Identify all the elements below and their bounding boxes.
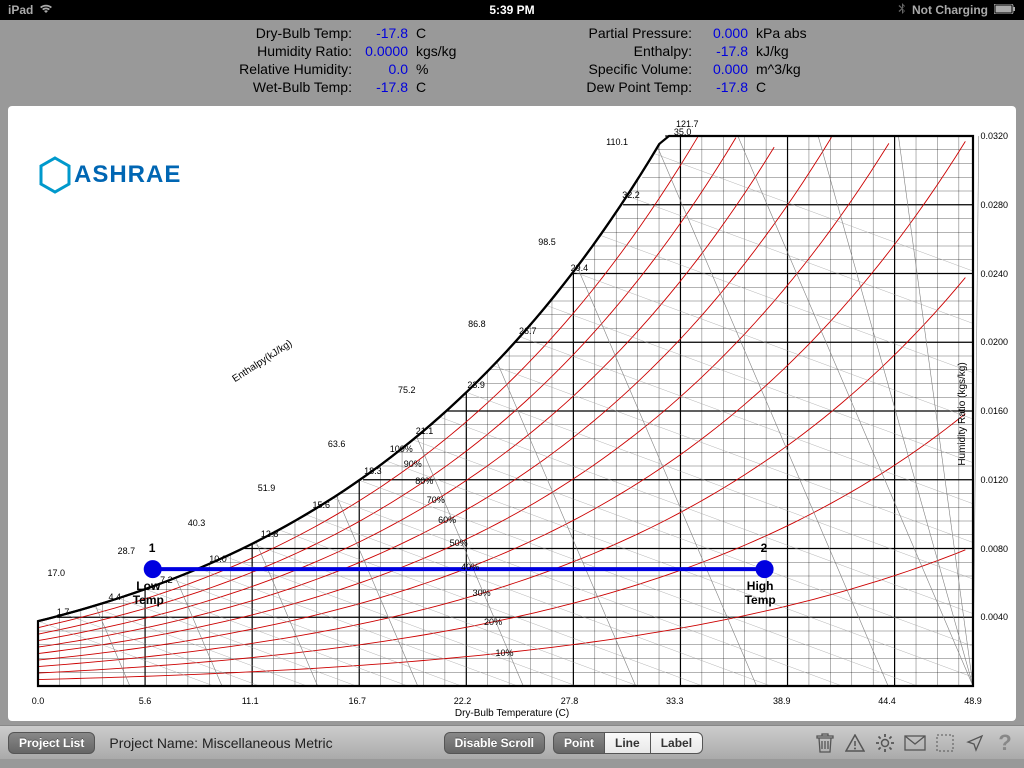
disable-scroll-button[interactable]: Disable Scroll: [444, 732, 545, 754]
seg-point[interactable]: Point: [553, 732, 604, 754]
property-row: Humidity Ratio:0.0000kgs/kg: [202, 42, 482, 60]
property-row: Dew Point Temp:-17.8C: [542, 78, 822, 96]
x-axis-label: Dry-Bulb Temperature (C): [455, 708, 569, 719]
status-bar: iPad 5:39 PM Not Charging: [0, 0, 1024, 20]
chart-point-label[interactable]: HighTemp: [745, 579, 776, 607]
help-icon[interactable]: ?: [994, 732, 1016, 754]
selection-icon[interactable]: [934, 732, 956, 754]
psychrometric-chart[interactable]: ASHRAE Dry-Bulb Temperature (C) Humidity…: [8, 106, 1016, 721]
y-axis-label: Humidity Ratio (kgs/kg): [957, 362, 968, 465]
ashrae-logo: ASHRAE: [38, 156, 181, 194]
charging-label: Not Charging: [912, 3, 988, 17]
pointer-icon[interactable]: [964, 732, 986, 754]
chart-point-label[interactable]: LowTemp: [133, 579, 164, 607]
project-name-label: Project Name: Miscellaneous Metric: [109, 735, 332, 751]
battery-icon: [994, 3, 1016, 17]
bluetooth-icon: [898, 3, 906, 18]
wifi-icon: [39, 3, 53, 17]
properties-header: Dry-Bulb Temp:-17.8CHumidity Ratio:0.000…: [0, 20, 1024, 102]
bottom-toolbar: Project List Project Name: Miscellaneous…: [0, 725, 1024, 759]
gear-icon[interactable]: [874, 732, 896, 754]
property-row: Wet-Bulb Temp:-17.8C: [202, 78, 482, 96]
seg-line[interactable]: Line: [604, 732, 650, 754]
property-row: Specific Volume:0.000m^3/kg: [542, 60, 822, 78]
seg-label[interactable]: Label: [650, 732, 703, 754]
trash-icon[interactable]: [814, 732, 836, 754]
project-list-button[interactable]: Project List: [8, 732, 95, 754]
status-time: 5:39 PM: [344, 3, 680, 17]
chart-canvas: [8, 106, 1016, 721]
property-row: Relative Humidity:0.0%: [202, 60, 482, 78]
property-row: Enthalpy:-17.8kJ/kg: [542, 42, 822, 60]
property-row: Partial Pressure:0.000kPa abs: [542, 24, 822, 42]
device-label: iPad: [8, 3, 33, 17]
mode-segment: Point Line Label: [553, 732, 703, 754]
property-row: Dry-Bulb Temp:-17.8C: [202, 24, 482, 42]
mail-icon[interactable]: [904, 732, 926, 754]
alert-icon[interactable]: [844, 732, 866, 754]
